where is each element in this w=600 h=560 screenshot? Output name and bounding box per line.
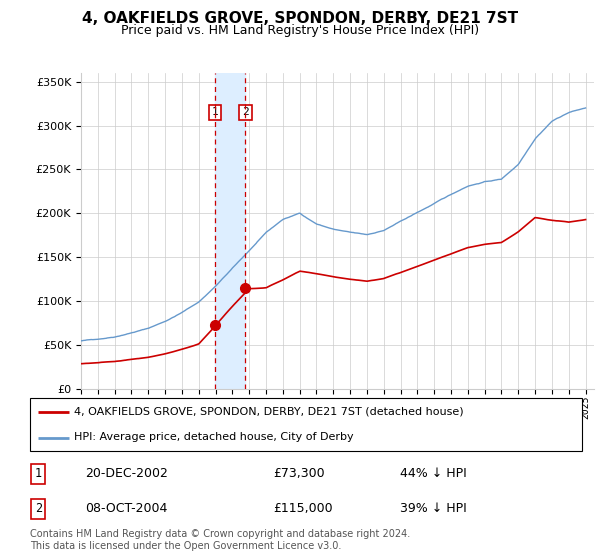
Text: HPI: Average price, detached house, City of Derby: HPI: Average price, detached house, City…	[74, 432, 354, 442]
Text: 44% ↓ HPI: 44% ↓ HPI	[400, 468, 467, 480]
Text: £73,300: £73,300	[273, 468, 325, 480]
Text: 2: 2	[35, 502, 42, 515]
Text: Contains HM Land Registry data © Crown copyright and database right 2024.
This d: Contains HM Land Registry data © Crown c…	[30, 529, 410, 551]
Text: 20-DEC-2002: 20-DEC-2002	[85, 468, 168, 480]
Text: 4, OAKFIELDS GROVE, SPONDON, DERBY, DE21 7ST (detached house): 4, OAKFIELDS GROVE, SPONDON, DERBY, DE21…	[74, 407, 464, 417]
Text: 1: 1	[212, 108, 218, 118]
Text: 4, OAKFIELDS GROVE, SPONDON, DERBY, DE21 7ST: 4, OAKFIELDS GROVE, SPONDON, DERBY, DE21…	[82, 11, 518, 26]
Text: 1: 1	[35, 468, 42, 480]
Text: 2: 2	[242, 108, 249, 118]
Text: £115,000: £115,000	[273, 502, 332, 515]
Bar	[215, 73, 245, 389]
Text: 39% ↓ HPI: 39% ↓ HPI	[400, 502, 467, 515]
FancyBboxPatch shape	[30, 398, 582, 451]
Text: 08-OCT-2004: 08-OCT-2004	[85, 502, 167, 515]
Text: Price paid vs. HM Land Registry's House Price Index (HPI): Price paid vs. HM Land Registry's House …	[121, 24, 479, 37]
